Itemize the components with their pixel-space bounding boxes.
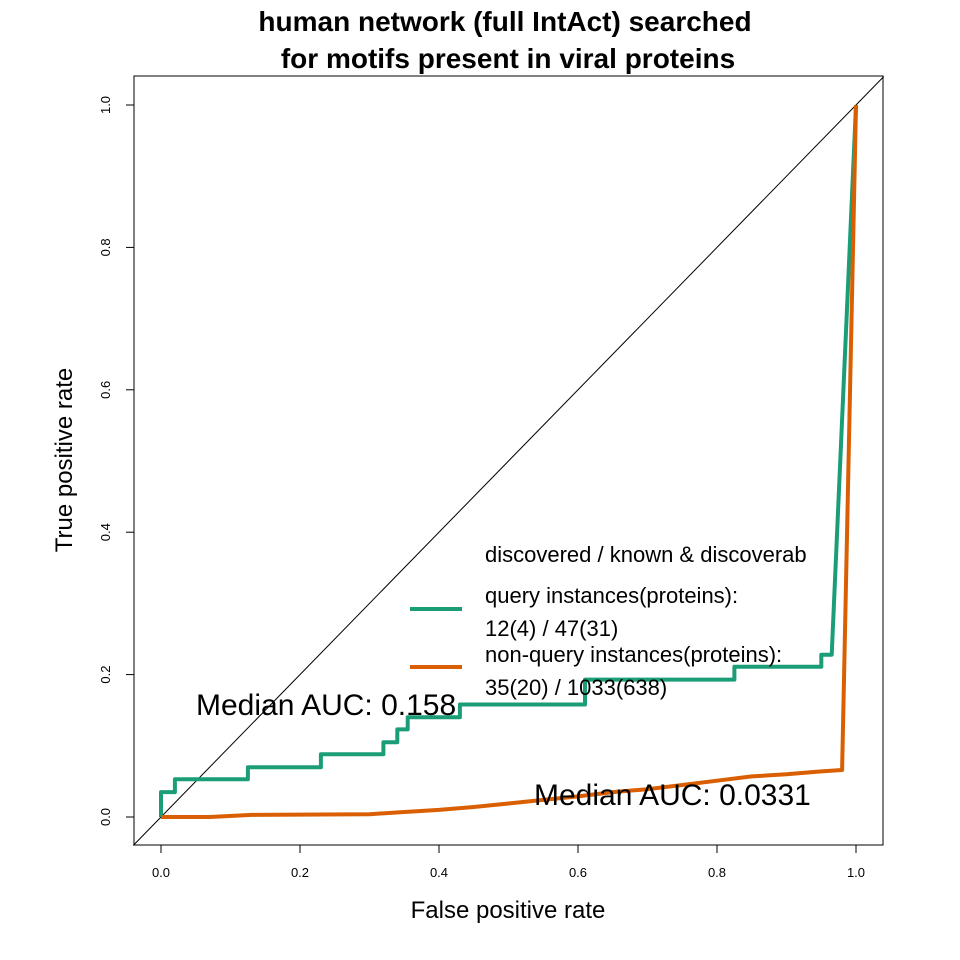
legend: discovered / known & discoverab query in… (410, 542, 807, 700)
x-axis-title: False positive rate (411, 897, 606, 924)
y-tick-label: 0.4 (98, 523, 113, 541)
median-auc-nonquery: Median AUC: 0.0331 (534, 779, 811, 812)
median-auc-query: Median AUC: 0.158 (196, 689, 456, 722)
y-axis: 0.0 0.2 0.4 0.6 0.8 1.0 (98, 96, 135, 826)
y-tick-label: 0.0 (98, 808, 113, 826)
chart-title-line2: for motifs present in viral proteins (281, 43, 735, 74)
legend-header: discovered / known & discoverab (485, 542, 807, 567)
x-tick-label: 1.0 (847, 865, 865, 880)
x-tick-label: 0.8 (708, 865, 726, 880)
roc-line-nonquery (161, 104, 858, 819)
legend-nonquery-line1: non-query instances(proteins): (485, 642, 782, 667)
y-tick-label: 0.8 (98, 238, 113, 256)
x-tick-label: 0.4 (430, 865, 448, 880)
x-tick-label: 0.6 (569, 865, 587, 880)
legend-query-line2: 12(4) / 47(31) (485, 616, 618, 641)
diagonal-reference-line (132, 76, 885, 846)
y-tick-label: 1.0 (98, 96, 113, 114)
y-tick-label: 0.2 (98, 666, 113, 684)
x-tick-label: 0.0 (152, 865, 170, 880)
legend-nonquery-line2: 35(20) / 1033(638) (485, 675, 667, 700)
series-layer (159, 104, 858, 819)
x-tick-label: 0.2 (291, 865, 309, 880)
y-axis-title: True positive rate (51, 368, 78, 553)
chart-title-line1: human network (full IntAct) searched (258, 6, 751, 37)
x-axis: 0.0 0.2 0.4 0.6 0.8 1.0 (152, 844, 865, 880)
roc-line-query (159, 104, 858, 817)
legend-query-line1: query instances(proteins): (485, 583, 738, 608)
y-tick-label: 0.6 (98, 381, 113, 399)
